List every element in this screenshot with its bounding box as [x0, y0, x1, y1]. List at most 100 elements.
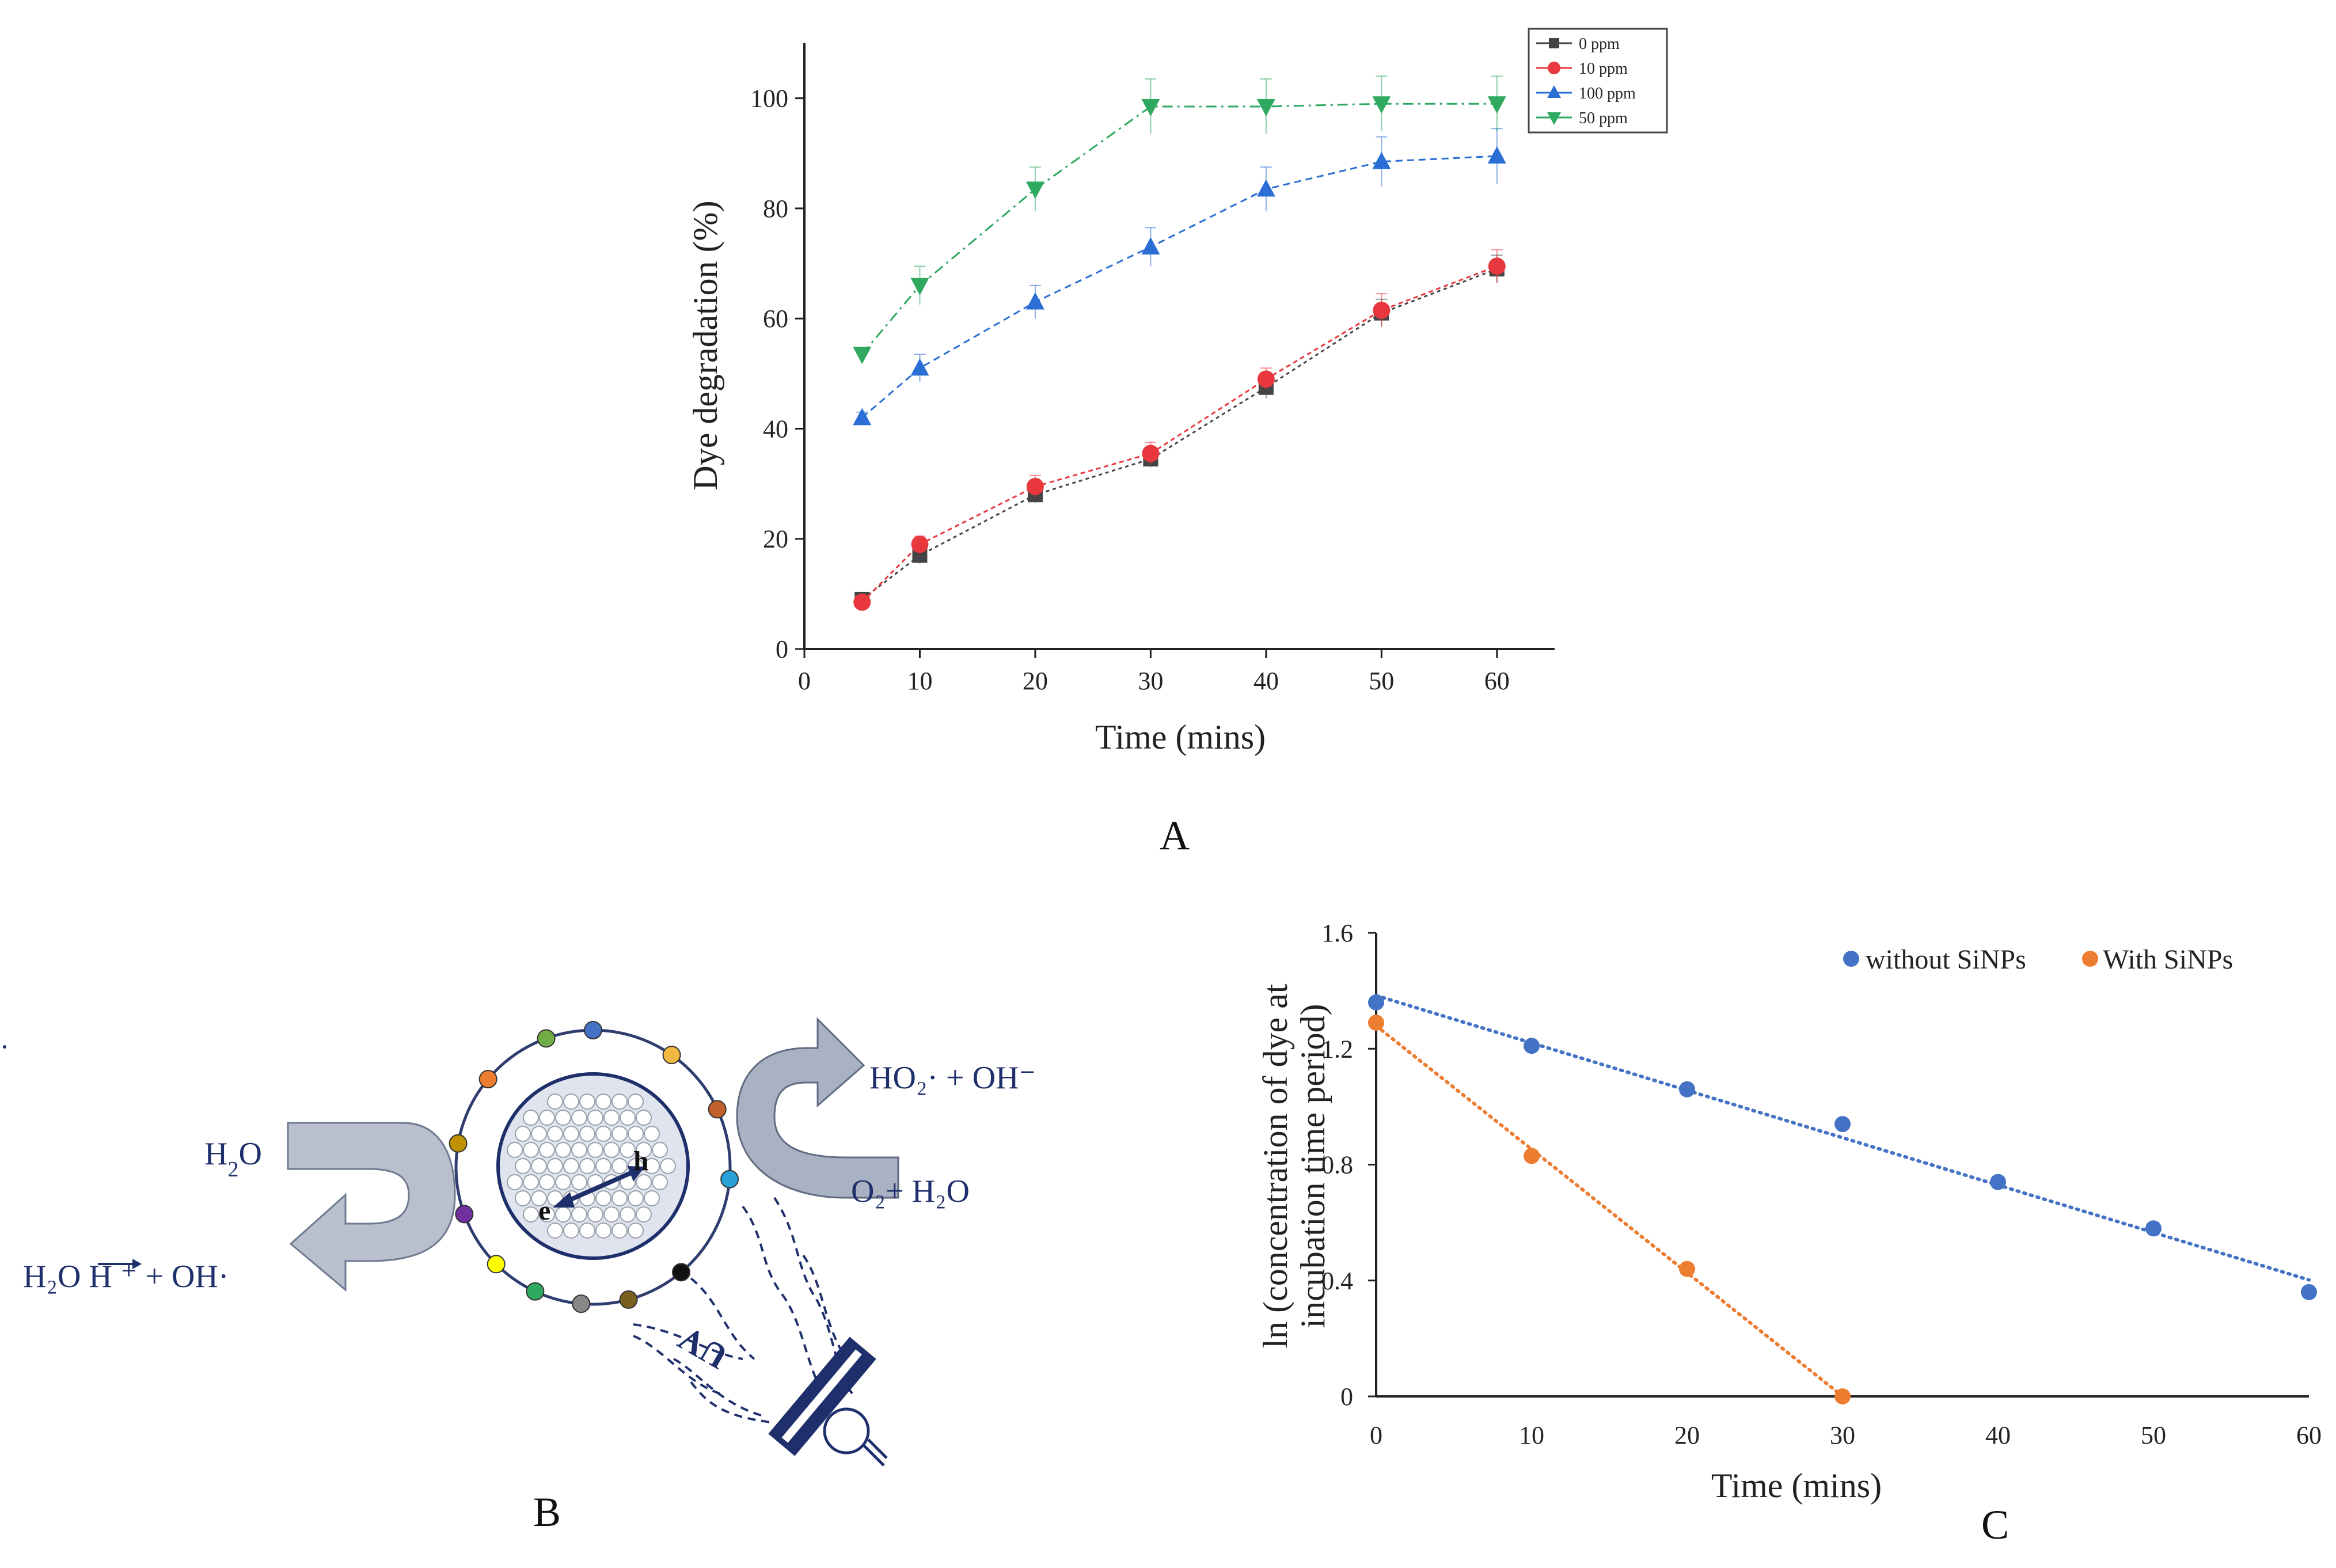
a-point [1488, 257, 1506, 275]
core-particle [539, 1142, 555, 1158]
dye-molecule-dot [455, 1205, 474, 1224]
core-particle [579, 1126, 595, 1142]
core-particle [603, 1110, 620, 1126]
uv-label: UV [671, 1319, 734, 1376]
c-point [2301, 1284, 2317, 1300]
electron-hole-arrow-line [563, 1170, 635, 1205]
outgoing-oxygen-arrow [736, 1017, 899, 1199]
core-particle [636, 1142, 652, 1158]
c-x-tick-label: 60 [2296, 1421, 2322, 1449]
a-legend: 0 ppm 10 ppm 100 ppm 50 ppm [1528, 28, 1668, 134]
c-trendline-1 [1374, 1024, 1844, 1398]
a-ticks: 0 10 20 30 40 50 60 0 20 40 60 80 100 [750, 85, 1510, 695]
core-particle [644, 1190, 660, 1206]
a-x-tick-label: 20 [1023, 667, 1048, 695]
a-point [1256, 98, 1275, 116]
hole-arrowhead [628, 1166, 645, 1182]
core-particle [611, 1190, 628, 1206]
core-particle [579, 1222, 595, 1239]
core-particle [571, 1142, 587, 1158]
a-legend-items: 0 ppm 10 ppm 100 ppm 50 ppm [1536, 35, 1636, 127]
c-point [1834, 1388, 1851, 1404]
core-particle [571, 1174, 587, 1190]
core-particle [579, 1094, 595, 1110]
water-label-h: H [204, 1136, 227, 1172]
dye-molecules [449, 1021, 739, 1313]
core-particle [628, 1094, 644, 1110]
core-particle [587, 1206, 603, 1222]
a-point [1025, 292, 1044, 310]
core-particle [523, 1110, 539, 1126]
core-particle [507, 1174, 523, 1190]
a-point [1025, 181, 1044, 199]
dye-molecule-dot [708, 1100, 727, 1119]
core-particle [595, 1190, 611, 1206]
core-particles [507, 1094, 676, 1239]
c-legend-without-marker [1843, 951, 1859, 967]
a-y-tick-label: 80 [763, 195, 788, 223]
a-point [1487, 96, 1506, 114]
a-legend-marker [1549, 38, 1559, 48]
a-point [853, 408, 872, 426]
c-legend: without SiNPs With SiNPs [1843, 944, 2233, 975]
light-bulb-base [863, 1438, 888, 1467]
core-particle [587, 1110, 603, 1126]
core-particle [620, 1206, 636, 1222]
core-particle [660, 1158, 676, 1174]
a-point [911, 536, 929, 553]
a-x-tick-label: 50 [1369, 667, 1394, 695]
a-y-tick-label: 20 [763, 525, 788, 553]
dye-molecule-dot [619, 1290, 638, 1309]
a-point [910, 278, 929, 295]
water-label-o: O [238, 1136, 261, 1172]
a-legend-marker [1547, 85, 1561, 98]
core-particle [555, 1142, 571, 1158]
core-particle [595, 1158, 611, 1174]
c-y-tick-label: 1.6 [1321, 919, 1353, 947]
a-x-tick-label: 0 [798, 667, 811, 695]
c-point [1679, 1261, 1695, 1277]
uv-lamp-tube [781, 1349, 862, 1443]
a-y-tick-label: 0 [776, 635, 788, 663]
water-label: H2O [204, 1136, 262, 1182]
core-particle [595, 1094, 611, 1110]
c-legend-without-label: without SiNPs [1866, 944, 2026, 975]
core-particle [555, 1206, 571, 1222]
core-particle [539, 1110, 555, 1126]
core-particle [563, 1094, 579, 1110]
core-particle [523, 1174, 539, 1190]
a-point [853, 347, 872, 365]
core-particle [563, 1222, 579, 1239]
c-point [1679, 1081, 1695, 1098]
a-series [853, 75, 1506, 611]
panel-b-label: B [533, 1489, 561, 1535]
a-y-tick-label: 60 [763, 305, 788, 333]
core-particle [595, 1222, 611, 1239]
core-particle [611, 1158, 628, 1174]
c-legend-with-marker [2082, 951, 2098, 967]
a-x-tick-label: 30 [1138, 667, 1163, 695]
electron-arrowhead [553, 1192, 575, 1208]
core-particle [603, 1142, 620, 1158]
c-point [1524, 1038, 1540, 1054]
core-particle [603, 1206, 620, 1222]
panel-b-diagram: e h H2O H₂O H ⁺ + OH· HO₂· + OH⁻ O₂+ H₂O… [3, 1017, 1036, 1535]
core-particle [571, 1206, 587, 1222]
c-y-tick-label: 0.4 [1321, 1267, 1353, 1295]
c-point [1368, 994, 1384, 1011]
core-particle [555, 1174, 571, 1190]
a-point [910, 358, 929, 376]
core-particle [547, 1158, 563, 1174]
dye-molecule-dot [584, 1021, 602, 1039]
a-series-line-1 [861, 265, 1498, 603]
core-particle [611, 1126, 628, 1142]
core-particle [531, 1126, 547, 1142]
uv-lamp-icon [768, 1337, 876, 1456]
c-y-tick-label: 0.8 [1321, 1151, 1353, 1179]
dye-molecule-dot [526, 1282, 545, 1301]
a-x-tick-label: 60 [1484, 667, 1510, 695]
core-particle [523, 1206, 539, 1222]
core-particle [523, 1142, 539, 1158]
a-y-tick-label: 40 [763, 415, 788, 443]
